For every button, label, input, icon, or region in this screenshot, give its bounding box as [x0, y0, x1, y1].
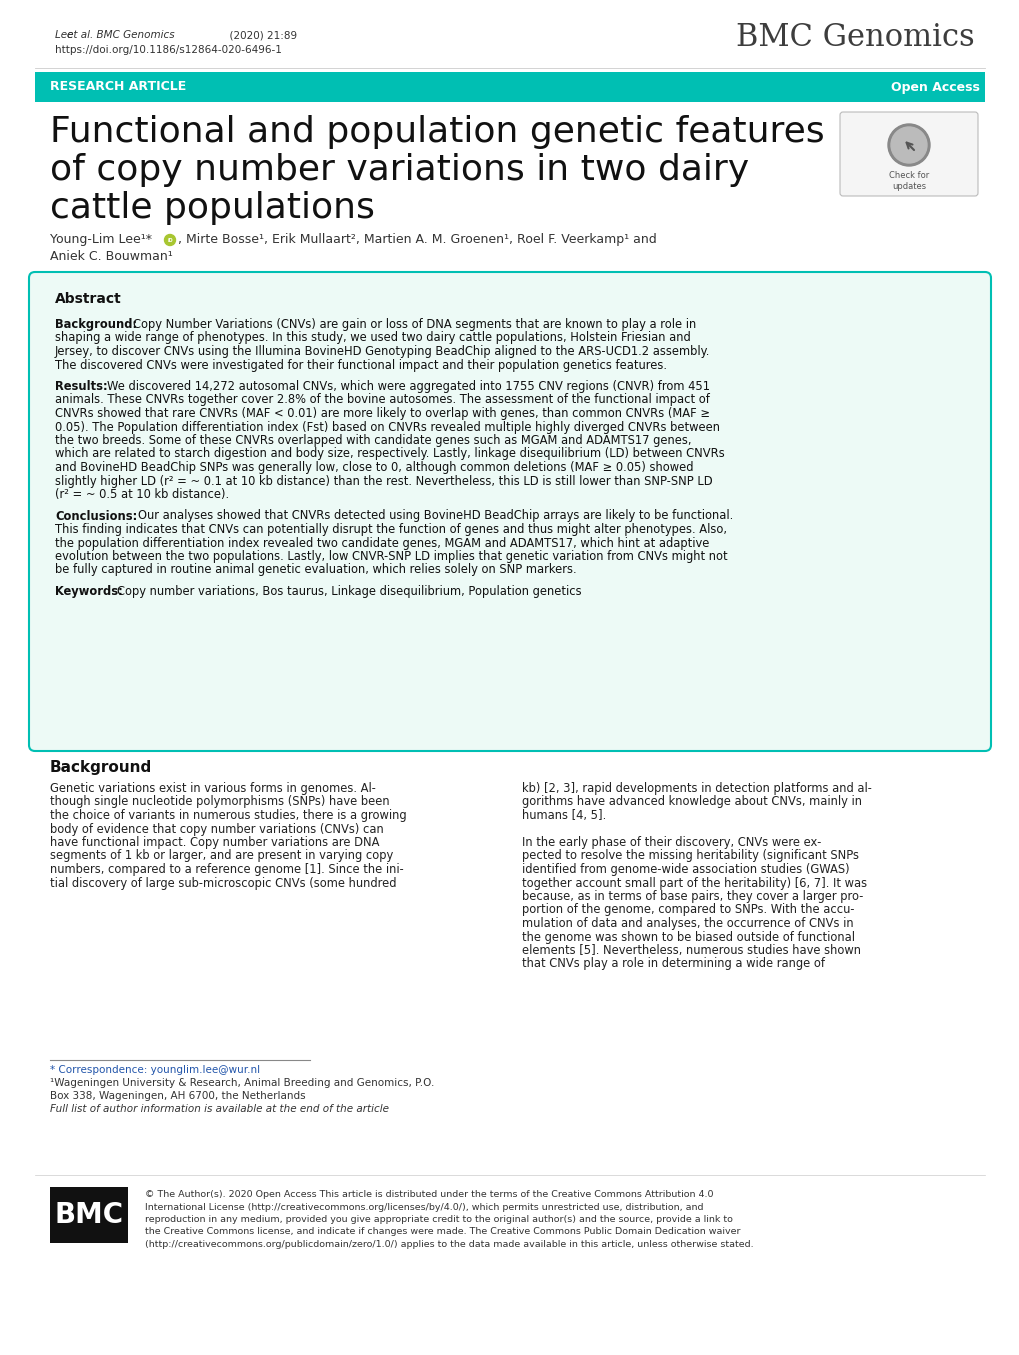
Text: have functional impact. Copy number variations are DNA: have functional impact. Copy number vari… — [50, 836, 379, 850]
FancyBboxPatch shape — [840, 112, 977, 196]
Text: Functional and population genetic features: Functional and population genetic featur… — [50, 115, 823, 149]
Text: which are related to starch digestion and body size, respectively. Lastly, linka: which are related to starch digestion an… — [55, 447, 725, 461]
Text: together account small part of the heritability) [6, 7]. It was: together account small part of the herit… — [522, 877, 866, 889]
Text: gorithms have advanced knowledge about CNVs, mainly in: gorithms have advanced knowledge about C… — [522, 795, 861, 809]
Text: In the early phase of their discovery, CNVs were ex-: In the early phase of their discovery, C… — [522, 836, 820, 850]
Text: Jersey, to discover CNVs using the Illumina BovineHD Genotyping BeadChip aligned: Jersey, to discover CNVs using the Illum… — [55, 346, 709, 358]
Text: Box 338, Wageningen, AH 6700, the Netherlands: Box 338, Wageningen, AH 6700, the Nether… — [50, 1091, 306, 1102]
Text: RESEARCH ARTICLE: RESEARCH ARTICLE — [50, 80, 186, 93]
Text: updates: updates — [891, 182, 925, 191]
Text: the genome was shown to be biased outside of functional: the genome was shown to be biased outsid… — [522, 931, 854, 943]
Text: because, as in terms of base pairs, they cover a larger pro-: because, as in terms of base pairs, they… — [522, 890, 862, 902]
Text: Conclusions:: Conclusions: — [55, 509, 138, 523]
Text: International License (http://creativecommons.org/licenses/by/4.0/), which permi: International License (http://creativeco… — [145, 1202, 703, 1211]
Text: reproduction in any medium, provided you give appropriate credit to the original: reproduction in any medium, provided you… — [145, 1215, 733, 1224]
Text: Lee: Lee — [55, 30, 76, 41]
Text: shaping a wide range of phenotypes. In this study, we used two dairy cattle popu: shaping a wide range of phenotypes. In t… — [55, 332, 690, 344]
Text: tial discovery of large sub-microscopic CNVs (some hundred: tial discovery of large sub-microscopic … — [50, 877, 396, 889]
Circle shape — [891, 127, 926, 163]
Text: (2020) 21:89: (2020) 21:89 — [210, 30, 297, 41]
Text: pected to resolve the missing heritability (significant SNPs: pected to resolve the missing heritabili… — [522, 850, 858, 863]
FancyBboxPatch shape — [35, 72, 984, 102]
Text: portion of the genome, compared to SNPs. With the accu-: portion of the genome, compared to SNPs.… — [522, 904, 854, 916]
Text: Copy number variations, Bos taurus, Linkage disequilibrium, Population genetics: Copy number variations, Bos taurus, Link… — [117, 585, 581, 598]
Text: Abstract: Abstract — [55, 291, 121, 306]
Text: © The Author(s). 2020 Open Access This article is distributed under the terms of: © The Author(s). 2020 Open Access This a… — [145, 1190, 713, 1199]
Text: the Creative Commons license, and indicate if changes were made. The Creative Co: the Creative Commons license, and indica… — [145, 1228, 740, 1237]
Text: evolution between the two populations. Lastly, low CNVR-SNP LD implies that gene: evolution between the two populations. L… — [55, 550, 727, 562]
Text: Genetic variations exist in various forms in genomes. Al-: Genetic variations exist in various form… — [50, 782, 376, 795]
Text: body of evidence that copy number variations (CNVs) can: body of evidence that copy number variat… — [50, 822, 383, 836]
FancyBboxPatch shape — [29, 272, 990, 751]
Text: Full list of author information is available at the end of the article: Full list of author information is avail… — [50, 1104, 388, 1114]
Text: Open Access: Open Access — [891, 80, 979, 93]
Text: kb) [2, 3], rapid developments in detection platforms and al-: kb) [2, 3], rapid developments in detect… — [522, 782, 871, 795]
Text: 0.05). The Population differentiation index (Fst) based on CNVRs revealed multip: 0.05). The Population differentiation in… — [55, 420, 719, 434]
Text: Background:: Background: — [55, 318, 137, 331]
Text: of copy number variations in two dairy: of copy number variations in two dairy — [50, 153, 748, 187]
Text: identified from genome-wide association studies (GWAS): identified from genome-wide association … — [522, 863, 849, 875]
Text: cattle populations: cattle populations — [50, 191, 375, 225]
Text: humans [4, 5].: humans [4, 5]. — [522, 809, 605, 822]
Text: The discovered CNVs were investigated for their functional impact and their popu: The discovered CNVs were investigated fo… — [55, 359, 666, 371]
Text: and BovineHD BeadChip SNPs was generally low, close to 0, although common deleti: and BovineHD BeadChip SNPs was generally… — [55, 461, 693, 474]
Text: the choice of variants in numerous studies, there is a growing: the choice of variants in numerous studi… — [50, 809, 407, 822]
Circle shape — [164, 234, 175, 245]
Text: Keywords:: Keywords: — [55, 585, 122, 598]
Text: Young-Lim Lee¹*: Young-Lim Lee¹* — [50, 233, 156, 247]
Text: We discovered 14,272 autosomal CNVs, which were aggregated into 1755 CNV regions: We discovered 14,272 autosomal CNVs, whi… — [107, 379, 709, 393]
Text: This finding indicates that CNVs can potentially disrupt the function of genes a: This finding indicates that CNVs can pot… — [55, 523, 727, 537]
Circle shape — [888, 125, 929, 167]
Text: CNVRs showed that rare CNVRs (MAF < 0.01) are more likely to overlap with genes,: CNVRs showed that rare CNVRs (MAF < 0.01… — [55, 406, 709, 420]
Text: segments of 1 kb or larger, and are present in varying copy: segments of 1 kb or larger, and are pres… — [50, 850, 393, 863]
Text: Our analyses showed that CNVRs detected using BovineHD BeadChip arrays are likel: Our analyses showed that CNVRs detected … — [138, 509, 733, 523]
Text: * Correspondence: younglim.lee@wur.nl: * Correspondence: younglim.lee@wur.nl — [50, 1065, 260, 1075]
FancyBboxPatch shape — [50, 1187, 127, 1243]
Text: that CNVs play a role in determining a wide range of: that CNVs play a role in determining a w… — [522, 958, 824, 970]
Text: (http://creativecommons.org/publicdomain/zero/1.0/) applies to the data made ava: (http://creativecommons.org/publicdomain… — [145, 1240, 753, 1249]
Text: slightly higher LD (r² = ~ 0.1 at 10 kb distance) than the rest. Nevertheless, t: slightly higher LD (r² = ~ 0.1 at 10 kb … — [55, 474, 712, 488]
Text: mulation of data and analyses, the occurrence of CNVs in: mulation of data and analyses, the occur… — [522, 917, 853, 930]
Text: iD: iD — [167, 237, 172, 243]
Text: ¹Wageningen University & Research, Animal Breeding and Genomics, P.O.: ¹Wageningen University & Research, Anima… — [50, 1079, 434, 1088]
Text: Copy Number Variations (CNVs) are gain or loss of DNA segments that are known to: Copy Number Variations (CNVs) are gain o… — [132, 318, 696, 331]
Text: BMC Genomics: BMC Genomics — [736, 23, 974, 53]
Text: though single nucleotide polymorphisms (SNPs) have been: though single nucleotide polymorphisms (… — [50, 795, 389, 809]
Text: , Mirte Bosse¹, Erik Mullaart², Martien A. M. Groenen¹, Roel F. Veerkamp¹ and: , Mirte Bosse¹, Erik Mullaart², Martien … — [178, 233, 656, 247]
Text: the population differentiation index revealed two candidate genes, MGAM and ADAM: the population differentiation index rev… — [55, 537, 708, 550]
Text: https://doi.org/10.1186/s12864-020-6496-1: https://doi.org/10.1186/s12864-020-6496-… — [55, 45, 281, 56]
Text: Background: Background — [50, 760, 152, 775]
Text: et al. BMC Genomics: et al. BMC Genomics — [67, 30, 174, 41]
Text: Aniek C. Bouwman¹: Aniek C. Bouwman¹ — [50, 251, 172, 263]
Text: (r² = ~ 0.5 at 10 kb distance).: (r² = ~ 0.5 at 10 kb distance). — [55, 488, 229, 501]
Text: numbers, compared to a reference genome [1]. Since the ini-: numbers, compared to a reference genome … — [50, 863, 404, 875]
Text: Check for: Check for — [888, 171, 928, 180]
Text: the two breeds. Some of these CNVRs overlapped with candidate genes such as MGAM: the two breeds. Some of these CNVRs over… — [55, 434, 691, 447]
Text: animals. These CNVRs together cover 2.8% of the bovine autosomes. The assessment: animals. These CNVRs together cover 2.8%… — [55, 393, 709, 406]
Text: be fully captured in routine animal genetic evaluation, which relies solely on S: be fully captured in routine animal gene… — [55, 564, 576, 576]
Text: elements [5]. Nevertheless, numerous studies have shown: elements [5]. Nevertheless, numerous stu… — [522, 944, 860, 957]
Text: Results:: Results: — [55, 379, 108, 393]
Text: BMC: BMC — [54, 1201, 123, 1229]
